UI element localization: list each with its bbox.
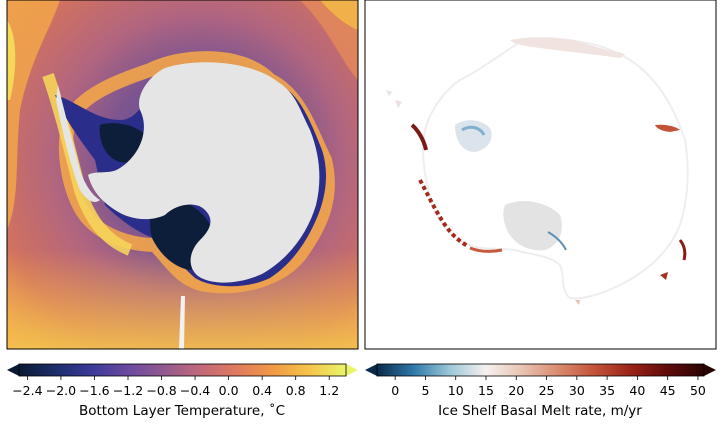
colorbar-tick-label: 45 [660, 383, 676, 398]
colorbar-tick-label: −2.4 [12, 383, 42, 398]
antarctica-land [88, 62, 320, 283]
north-shelf-edge [510, 37, 625, 58]
antarctic-peninsula [56, 85, 100, 202]
ross-ice-shelf [503, 201, 562, 251]
colorbar-gradient [377, 364, 704, 376]
colorbar-tick-label: 1.2 [319, 383, 339, 398]
temperature-colorbar: −2.4 −2.0 −1.6 −1.2 −0.8 −0.4 0.0 0.4 0.8 1.2 Bot… [7, 363, 358, 419]
east-melt-spot [660, 272, 668, 280]
meridian-gap [179, 296, 185, 349]
weddell-refreezing [461, 125, 486, 136]
colorbar-extend-low [7, 364, 19, 376]
east-melt-spot [655, 124, 680, 132]
melt-colorbar: 0 5 10 15 20 25 30 35 40 45 50 Ice Shelf Basal Mel… [365, 363, 716, 419]
colorbar-tick-label: 0.4 [252, 383, 272, 398]
small-shelf [386, 90, 392, 96]
colorbar-tick-label: −0.8 [146, 383, 176, 398]
east-melt-hotspot [678, 239, 687, 261]
colorbar-tick-label: 25 [539, 383, 555, 398]
yellow-warm-patch [7, 20, 16, 100]
temperature-map-panel [7, 0, 358, 349]
colorbar-tick-label: −0.4 [180, 383, 210, 398]
west-warm-water [7, 0, 60, 230]
colorbar-tick-label: 10 [448, 383, 464, 398]
colorbar-tick-label: −2.0 [46, 383, 76, 398]
colorbar-tick-label: 35 [599, 383, 615, 398]
colorbar-extend-high [346, 364, 358, 376]
colorbar-tick-label: 15 [478, 383, 494, 398]
colorbar-tick-label: −1.6 [79, 383, 109, 398]
melt-background [365, 0, 716, 349]
northeast-yellow-patch [320, 0, 358, 30]
colorbar-label: Bottom Layer Temperature, ˚C [79, 402, 285, 419]
colorbar-tick-label: 30 [569, 383, 585, 398]
colorbar-label: Ice Shelf Basal Melt rate, m/yr [438, 403, 642, 419]
small-melt [575, 300, 580, 305]
colorbar-tick-label: 0.8 [286, 383, 306, 398]
colorbar-gradient [19, 364, 346, 376]
colorbar-outline [376, 363, 705, 377]
ross-refreezing [547, 231, 567, 251]
peninsula-melt-hotspot [410, 123, 428, 151]
coastline-outline [422, 38, 689, 300]
colorbar-tick-label: 0 [391, 383, 399, 398]
colorbar-tick-label: −1.2 [113, 383, 143, 398]
colorbar-tick-label: 50 [690, 383, 706, 398]
colorbar-outline [18, 363, 347, 377]
getz-melt [469, 246, 503, 253]
colorbar-tick-label: 40 [629, 383, 645, 398]
temperature-map-frame [6, 0, 359, 350]
colorbar-tick-label: 0.0 [219, 383, 239, 398]
melt-map-frame [364, 0, 717, 350]
colorbar-extend-high [704, 364, 716, 376]
amundsen-melt-hotspot [418, 179, 469, 248]
colorbar-tick-label: 20 [508, 383, 524, 398]
colorbar-tick-label: 5 [421, 383, 429, 398]
colorbar-extend-low [365, 364, 377, 376]
small-shelf [395, 100, 402, 108]
melt-map-panel [365, 0, 716, 349]
